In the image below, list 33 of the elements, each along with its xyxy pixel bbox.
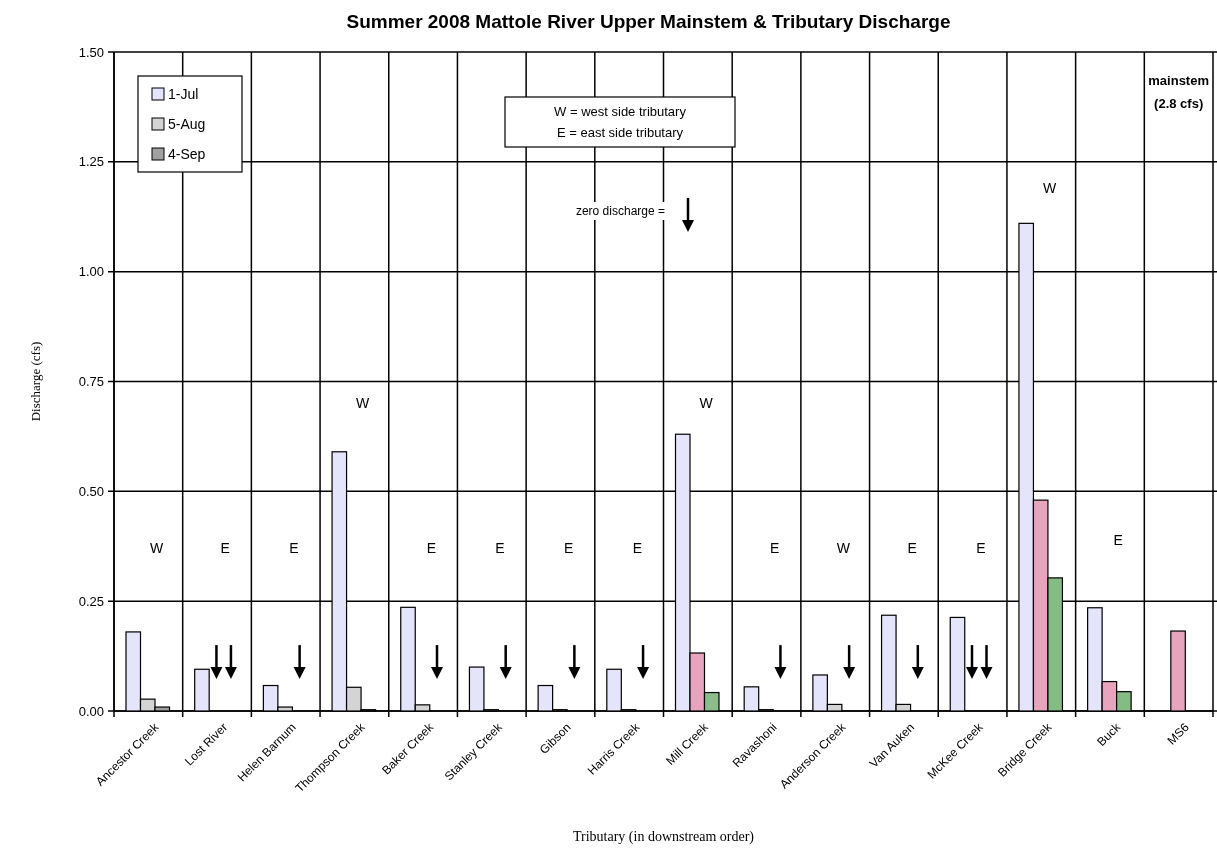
y-tick-label: 0.75 [78,374,104,390]
y-tick-label: 1.50 [78,44,104,60]
y-tick-label: 1.00 [78,264,104,280]
annotation: W = west side tributary [554,104,687,119]
annotation: E [632,540,643,557]
y-tick-label: 0.00 [78,703,104,719]
legend-label: 5-Aug [168,115,206,132]
annotation: E [495,540,505,557]
annotation: E [770,540,780,557]
y-tick-label: 0.25 [78,593,104,609]
y-axis-title: Discharge (cfs) [28,341,43,422]
annotation: W [836,540,851,557]
annotation: E [976,540,986,557]
legend-label: 1-Jul [168,85,199,102]
annotation: E = east side tributary [556,125,684,140]
annotation: W [356,395,371,412]
annotation: W [149,540,164,557]
annotation: E [426,540,437,557]
annotation: E [907,540,917,557]
annotation: zero discharge = [575,204,665,219]
annotation: W [1042,180,1057,197]
chart-title: Summer 2008 Mattole River Upper Mainstem & Tributary Discharge [346,11,951,32]
annotation: mainstem [1148,73,1210,88]
x-axis-title: Tributary (in downstream order) [572,829,755,845]
annotation: E [1113,531,1123,548]
annotation: W [699,395,714,412]
annotation: (2.8 cfs) [1154,96,1204,111]
annotation: E [564,540,574,557]
y-tick-label: 1.25 [78,154,104,170]
y-tick-label: 0.50 [78,483,104,499]
legend-label: 4-Sep [168,145,206,162]
annotation: E [220,540,230,557]
annotation: E [289,540,299,557]
